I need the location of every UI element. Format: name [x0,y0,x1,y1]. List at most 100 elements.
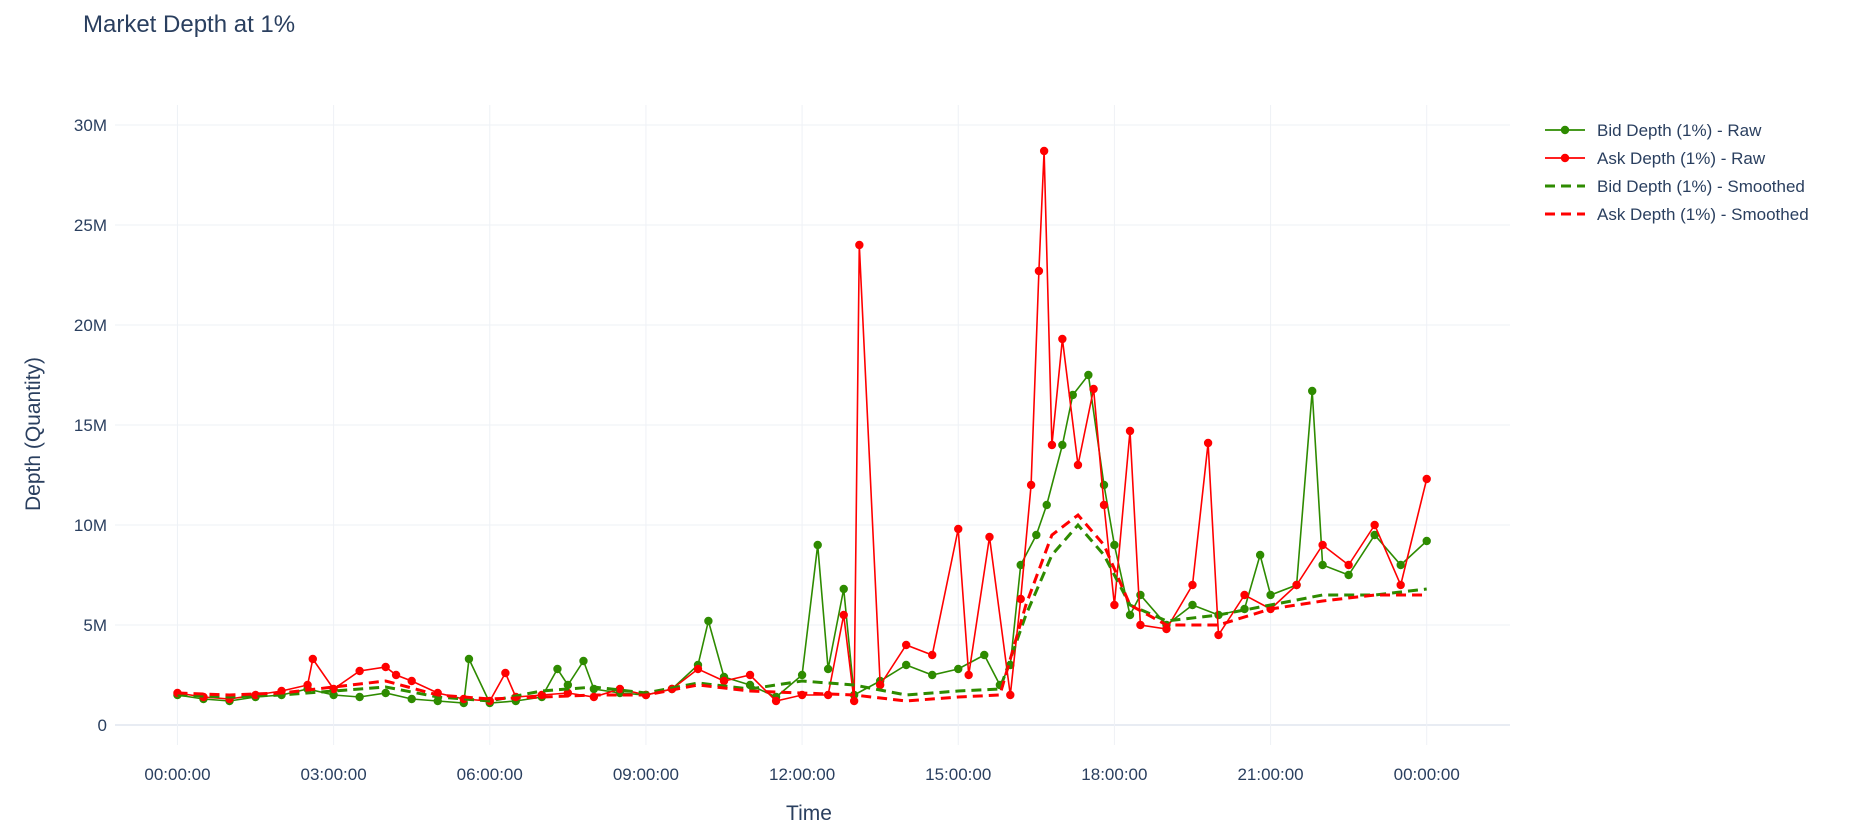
data-point [855,240,864,250]
data-point [901,640,911,650]
data-point [1422,536,1431,546]
data-point [1073,460,1083,470]
data-point [1240,590,1249,600]
data-point [1026,480,1036,490]
data-point [355,692,364,702]
data-point [303,680,312,690]
x-axis: 00:00:00 03:00:00 06:00:00 09:00:00 12:00:00… [144,765,1459,784]
x-tick-label: 00:00:00 [144,765,210,784]
series-2 [177,522,1427,703]
x-tick-label: 09:00:00 [613,765,679,784]
chart-title: Market Depth at 1% [83,11,295,38]
data-point [849,696,859,706]
data-point [875,680,885,690]
data-point [355,666,364,676]
data-point [1136,590,1145,600]
data-point [1344,570,1353,580]
data-point [1188,580,1197,590]
data-point [1422,474,1431,484]
legend-marker [1560,153,1570,163]
data-point [839,584,848,594]
data-point [1099,500,1109,510]
data-point [1396,580,1405,590]
data-point [745,670,755,680]
data-point [391,670,401,680]
data-point [329,690,338,700]
series-layer [173,146,1431,708]
data-point [964,670,973,680]
data-point [1396,560,1405,570]
y-tick-label: 30M [74,116,107,135]
legend-item[interactable]: Ask Depth (1%) - Raw [1545,149,1766,168]
data-point [1047,440,1057,450]
data-point [1370,520,1379,530]
data-point [563,680,573,690]
data-point [553,664,562,674]
legend-label: Bid Depth (1%) - Raw [1597,121,1762,140]
data-point [797,670,807,680]
data-point [1203,438,1213,448]
y-axis-title: Depth (Quantity) [22,357,45,511]
data-point [1039,146,1049,156]
data-point [813,540,822,550]
data-point [901,660,911,670]
series-3 [177,512,1427,703]
data-point [579,656,588,666]
legend-label: Bid Depth (1%) - Smoothed [1597,177,1805,196]
data-point [407,694,416,704]
data-point [1255,550,1265,560]
x-tick-label: 18:00:00 [1081,765,1147,784]
data-point [985,532,994,542]
data-point [1099,480,1109,490]
legend-item[interactable]: Bid Depth (1%) - Smoothed [1545,177,1805,196]
data-point [501,668,510,678]
x-tick-label: 12:00:00 [769,765,835,784]
data-point [719,676,729,686]
x-tick-label: 15:00:00 [925,765,991,784]
y-tick-label: 10M [74,516,107,535]
data-point [1058,334,1067,344]
data-point [1032,530,1041,540]
data-point [1006,690,1015,700]
data-point [1034,266,1044,276]
data-point [1214,630,1223,640]
y-axis: 0 5M 10M 15M 20M 25M 30M [74,116,107,735]
data-point [1042,500,1051,510]
data-point [954,664,963,674]
data-point [823,664,833,674]
data-point [1318,560,1327,570]
data-point [693,664,703,674]
legend-marker [1560,125,1570,135]
data-point [407,676,416,686]
legend-label: Ask Depth (1%) - Smoothed [1597,205,1809,224]
data-point [1068,390,1077,400]
smoothed-line [177,512,1427,703]
y-tick-label: 5M [83,616,107,635]
y-tick-label: 25M [74,216,107,235]
x-tick-label: 00:00:00 [1394,765,1460,784]
data-point [1110,600,1119,610]
data-point [381,688,390,698]
legend-label: Ask Depth (1%) - Raw [1597,149,1766,168]
data-point [928,670,937,680]
data-point [308,654,317,664]
data-point [433,696,442,706]
data-point [1318,540,1327,550]
data-point [464,654,474,664]
data-point [1162,624,1171,634]
data-point [1344,560,1353,570]
data-point [1125,610,1135,620]
data-point [329,684,338,694]
data-point [381,662,390,672]
data-point [839,610,848,620]
data-point [980,650,989,660]
legend-item[interactable]: Bid Depth (1%) - Raw [1545,121,1762,140]
smoothed-line [177,522,1427,703]
data-point [1308,386,1317,396]
legend-item[interactable]: Ask Depth (1%) - Smoothed [1545,205,1809,224]
x-tick-label: 03:00:00 [301,765,367,784]
data-point [1188,600,1197,610]
series-1 [173,146,1431,706]
data-point [1110,540,1119,550]
